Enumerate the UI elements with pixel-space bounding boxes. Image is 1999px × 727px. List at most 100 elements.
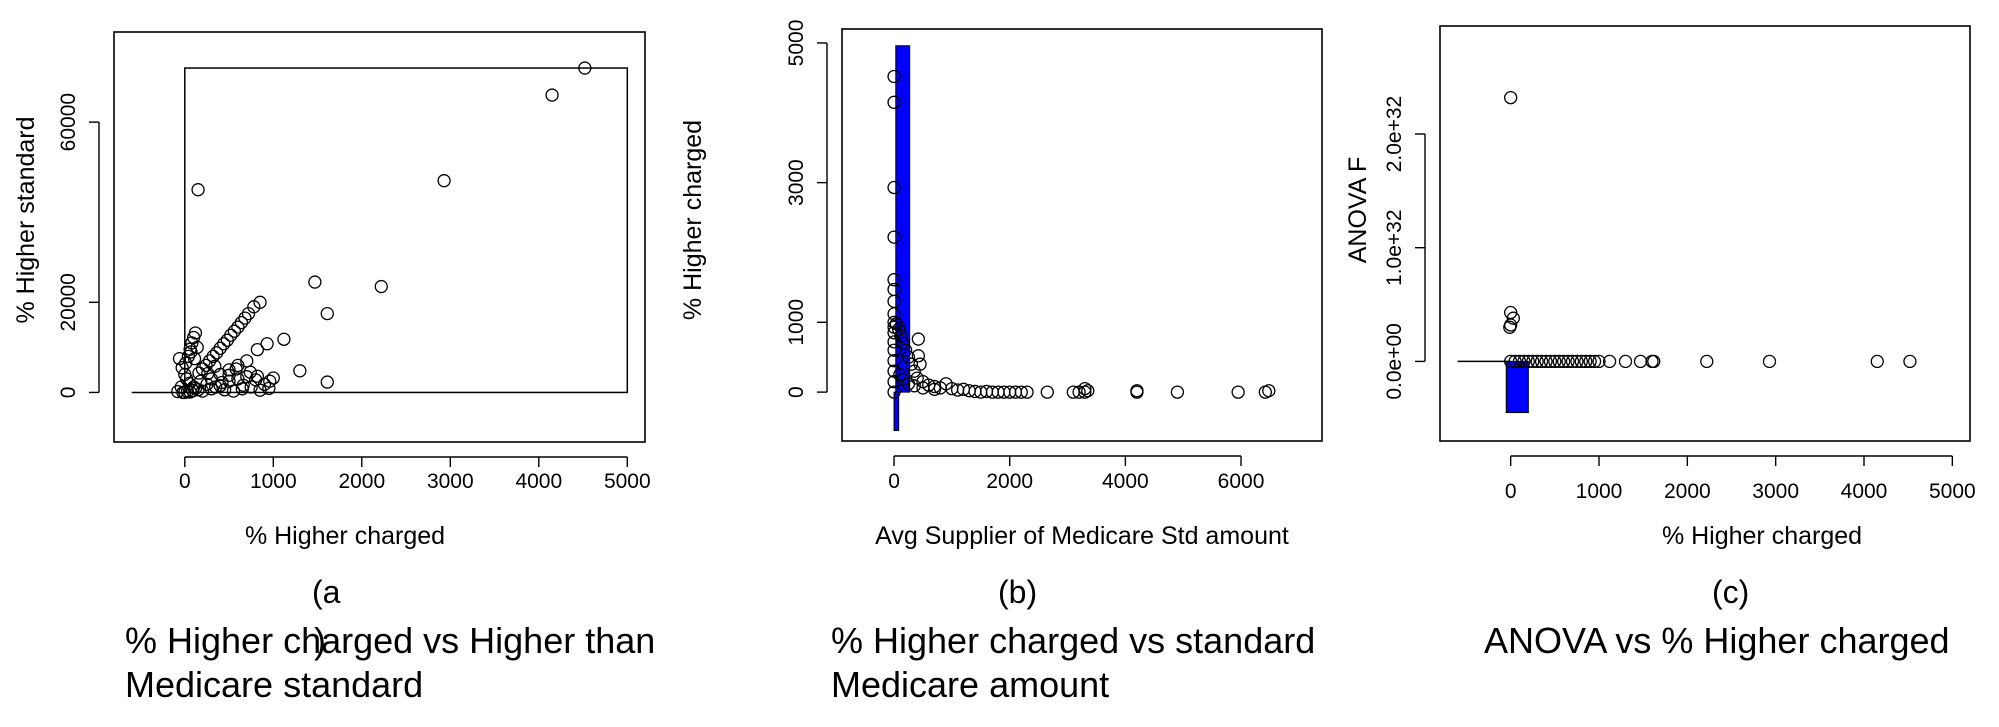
x-tick-label-1: 2000 <box>986 470 1033 493</box>
y-axis-title: ANOVA F <box>1344 157 1372 264</box>
data-point-5 <box>1504 354 1518 369</box>
data-point-53 <box>222 363 236 377</box>
data-point-18 <box>234 315 249 330</box>
data-point-79 <box>171 384 185 399</box>
overlay-rectangle <box>184 67 629 394</box>
data-point-76 <box>236 378 250 392</box>
data-point-19 <box>894 329 908 343</box>
y-tick-label-3: 5000 <box>785 20 808 67</box>
data-point-4 <box>1503 320 1517 334</box>
data-point-13 <box>887 354 901 368</box>
x-tick-label-5: 5000 <box>604 470 651 493</box>
panel-c-label: (c) <box>1712 574 1750 610</box>
data-point-7 <box>1512 354 1527 369</box>
panel-a-scatter-plot: 0 1000 2000 3000 4000 5000 0 20000 60000 % Higher… <box>12 31 651 550</box>
data-point-71 <box>201 366 215 381</box>
data-point-62 <box>901 377 916 391</box>
panel-b-caption-line2: Medicare amount <box>831 664 1110 705</box>
data-point-16 <box>241 306 256 321</box>
data-point-6 <box>1508 354 1522 369</box>
data-point-11 <box>1530 354 1544 369</box>
data-point-20 <box>227 324 242 338</box>
data-point-32 <box>186 330 201 345</box>
y-tick-label-1: 20000 <box>57 273 80 331</box>
data-point-8 <box>1517 354 1531 369</box>
y-tick-label-2: 60000 <box>57 93 80 151</box>
x-tick-label-4: 4000 <box>1841 480 1888 503</box>
data-point-27 <box>913 357 927 371</box>
data-point-21 <box>1574 354 1588 369</box>
data-point-67 <box>244 380 258 394</box>
x-tick-label-0: 0 <box>888 470 900 493</box>
data-point-53 <box>1078 385 1092 399</box>
data-point-24 <box>213 341 227 355</box>
plot-frame <box>841 28 1323 442</box>
data-point-73 <box>215 375 229 390</box>
data-point-63 <box>907 379 921 393</box>
x-tick-label-1: 1000 <box>1576 480 1623 503</box>
data-point-17 <box>238 311 252 325</box>
data-point-19 <box>231 320 245 334</box>
data-point-1 <box>545 88 559 102</box>
data-point-21 <box>898 343 913 357</box>
data-point-26 <box>206 349 220 364</box>
panel-a-label: (a <box>312 574 341 610</box>
data-point-30 <box>192 366 206 380</box>
data-point-4 <box>887 273 901 287</box>
data-point-80 <box>174 380 188 394</box>
data-point-65 <box>226 384 241 398</box>
x-tick-label-1: 1000 <box>250 470 297 493</box>
data-point-19 <box>1565 354 1580 369</box>
data-point-25 <box>210 346 224 360</box>
blue-bar-1 <box>895 45 911 393</box>
data-point-22 <box>1579 354 1593 369</box>
data-point-30 <box>1647 354 1661 369</box>
data-point-14 <box>250 342 265 357</box>
data-point-10 <box>887 326 901 340</box>
data-point-2 <box>437 174 451 188</box>
x-axis-title: % Higher charged <box>1662 522 1862 550</box>
data-point-59 <box>1262 384 1276 398</box>
panel-c-scatter-plot: 0 1000 2000 3000 4000 5000 0.0e+00 1.0e+32 2.0e+… <box>1344 25 1976 550</box>
x-tick-label-2: 4000 <box>1102 470 1149 493</box>
x-tick-label-0: 0 <box>1505 480 1517 503</box>
data-point-4 <box>374 279 388 294</box>
panel-c-caption-line1: ANOVA vs % Higher charged <box>1484 620 1950 661</box>
data-point-5 <box>308 275 322 289</box>
y-tick-label-1: 1000 <box>785 299 808 346</box>
panel-a-caption-line1: % Higher charged vs Higher than <box>125 620 656 661</box>
data-point-1 <box>887 95 901 109</box>
data-point-27 <box>1618 354 1633 369</box>
data-point-65 <box>927 382 942 396</box>
x-tick-label-3: 3000 <box>427 470 474 493</box>
data-point-23 <box>217 337 231 351</box>
data-point-16 <box>887 385 901 399</box>
data-point-84 <box>190 340 204 355</box>
data-point-24 <box>1587 354 1602 369</box>
y-tick-label-1: 1.0e+32 <box>1383 209 1406 286</box>
data-point-32 <box>1762 354 1777 369</box>
x-tick-label-2: 2000 <box>1664 480 1711 503</box>
data-point-3 <box>191 183 205 197</box>
data-point-20 <box>896 336 910 350</box>
data-point-34 <box>1903 354 1917 369</box>
data-point-0 <box>578 61 592 75</box>
y-tick-label-0: 0 <box>785 386 808 398</box>
data-point-28 <box>199 358 213 373</box>
panel-a-label-tail: ) <box>314 620 326 661</box>
data-point-20 <box>1570 354 1584 369</box>
x-tick-label-5: 5000 <box>1929 480 1976 503</box>
data-point-7 <box>887 307 901 321</box>
data-point-68 <box>253 383 267 397</box>
data-point-33 <box>1870 354 1884 369</box>
x-axis-title: % Higher charged <box>245 522 445 550</box>
data-point-47 <box>1020 385 1034 399</box>
data-point-25 <box>1592 354 1606 369</box>
panel-b-scatter-plot: 0 2000 4000 6000 0 1000 3000 5000 Avg Supplier o… <box>679 20 1323 550</box>
data-point-31 <box>1700 354 1714 369</box>
data-point-8 <box>293 364 307 378</box>
y-axis-title: % Higher charged <box>679 120 707 320</box>
data-point-70 <box>194 374 208 388</box>
panel-b-caption-line1: % Higher charged vs standard <box>831 620 1316 661</box>
